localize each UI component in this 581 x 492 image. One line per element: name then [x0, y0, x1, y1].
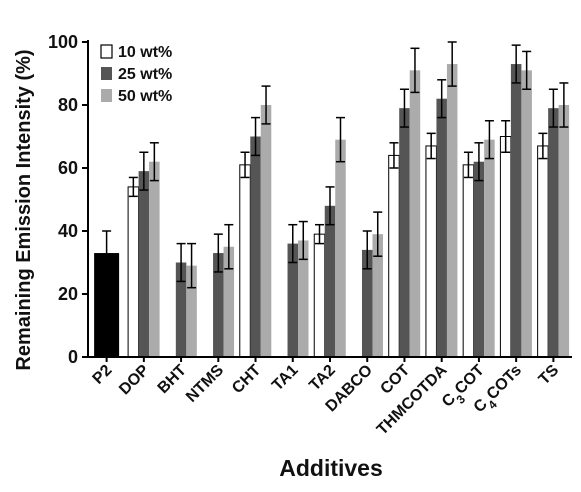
legend-swatch-50wt	[101, 89, 112, 102]
bar-bht-50wt	[186, 265, 197, 357]
x-tick-label-ta1: TA1	[269, 362, 302, 395]
bar-ts-25wt	[548, 108, 559, 358]
y-tick-label: 80	[58, 95, 78, 115]
bar-dabco-50wt	[372, 234, 383, 357]
y-tick-label: 0	[68, 347, 78, 367]
bar-cot-50wt	[409, 70, 421, 357]
x-tick-label-ts: TS	[536, 362, 563, 389]
bar-ts-50wt	[558, 105, 570, 357]
legend-label-10wt: 10 wt%	[118, 44, 172, 61]
bar-ntms-25wt	[213, 253, 224, 357]
bar-c4cots-10wt	[499, 136, 512, 358]
bar-dop-10wt	[127, 186, 140, 358]
bar-thmcotda-10wt	[425, 145, 437, 358]
legend-swatch-25wt	[101, 67, 112, 80]
y-tick-label: 100	[48, 32, 78, 52]
bar-ntms-50wt	[223, 246, 235, 357]
x-axis-title: Additives	[279, 455, 383, 481]
bar-c4cots-25wt	[510, 64, 522, 358]
bar-dop-50wt	[149, 161, 160, 357]
y-tick-label: 20	[58, 284, 78, 304]
bar-dop-25wt	[138, 171, 150, 357]
bar-ta1-25wt	[287, 243, 299, 357]
bar-cht-10wt	[239, 164, 251, 358]
bar-cot-25wt	[399, 108, 410, 358]
y-tick-label: 60	[58, 158, 78, 178]
bar-c3cot-50wt	[484, 139, 495, 357]
x-tick-label-p2: P2	[90, 362, 116, 388]
bar-c3cot-10wt	[462, 164, 475, 358]
bar-ta1-50wt	[298, 240, 309, 357]
legend-swatch-10wt	[100, 44, 113, 59]
x-tick-label-ta2: TA2	[306, 362, 339, 395]
bar-ts-10wt	[537, 145, 549, 358]
bar-cht-50wt	[260, 105, 272, 357]
y-tick-label: 40	[58, 221, 78, 241]
bar-thmcotda-50wt	[446, 64, 458, 358]
bar-cht-25wt	[250, 136, 261, 357]
bar-bht-25wt	[175, 262, 187, 357]
bar-ta2-25wt	[324, 205, 336, 357]
bar-c3cot-25wt	[473, 161, 485, 357]
x-tick-label-ntms: NTMS	[183, 362, 227, 406]
bar-thmcotda-25wt	[436, 98, 447, 357]
bar-ta2-10wt	[313, 233, 326, 358]
bar-dabco-25wt	[361, 249, 373, 357]
legend-label-25wt: 25 wt%	[118, 66, 172, 83]
legend-label-50wt: 50 wt%	[118, 88, 172, 105]
bar-cot-10wt	[388, 154, 400, 358]
x-tick-label-cht: CHT	[229, 362, 264, 397]
x-tick-label-dop: DOP	[116, 362, 153, 399]
bar-ta2-50wt	[335, 139, 346, 357]
bar-c4cots-50wt	[521, 70, 532, 357]
y-axis-title: Remaining Emission Intensity (%)	[13, 49, 35, 370]
